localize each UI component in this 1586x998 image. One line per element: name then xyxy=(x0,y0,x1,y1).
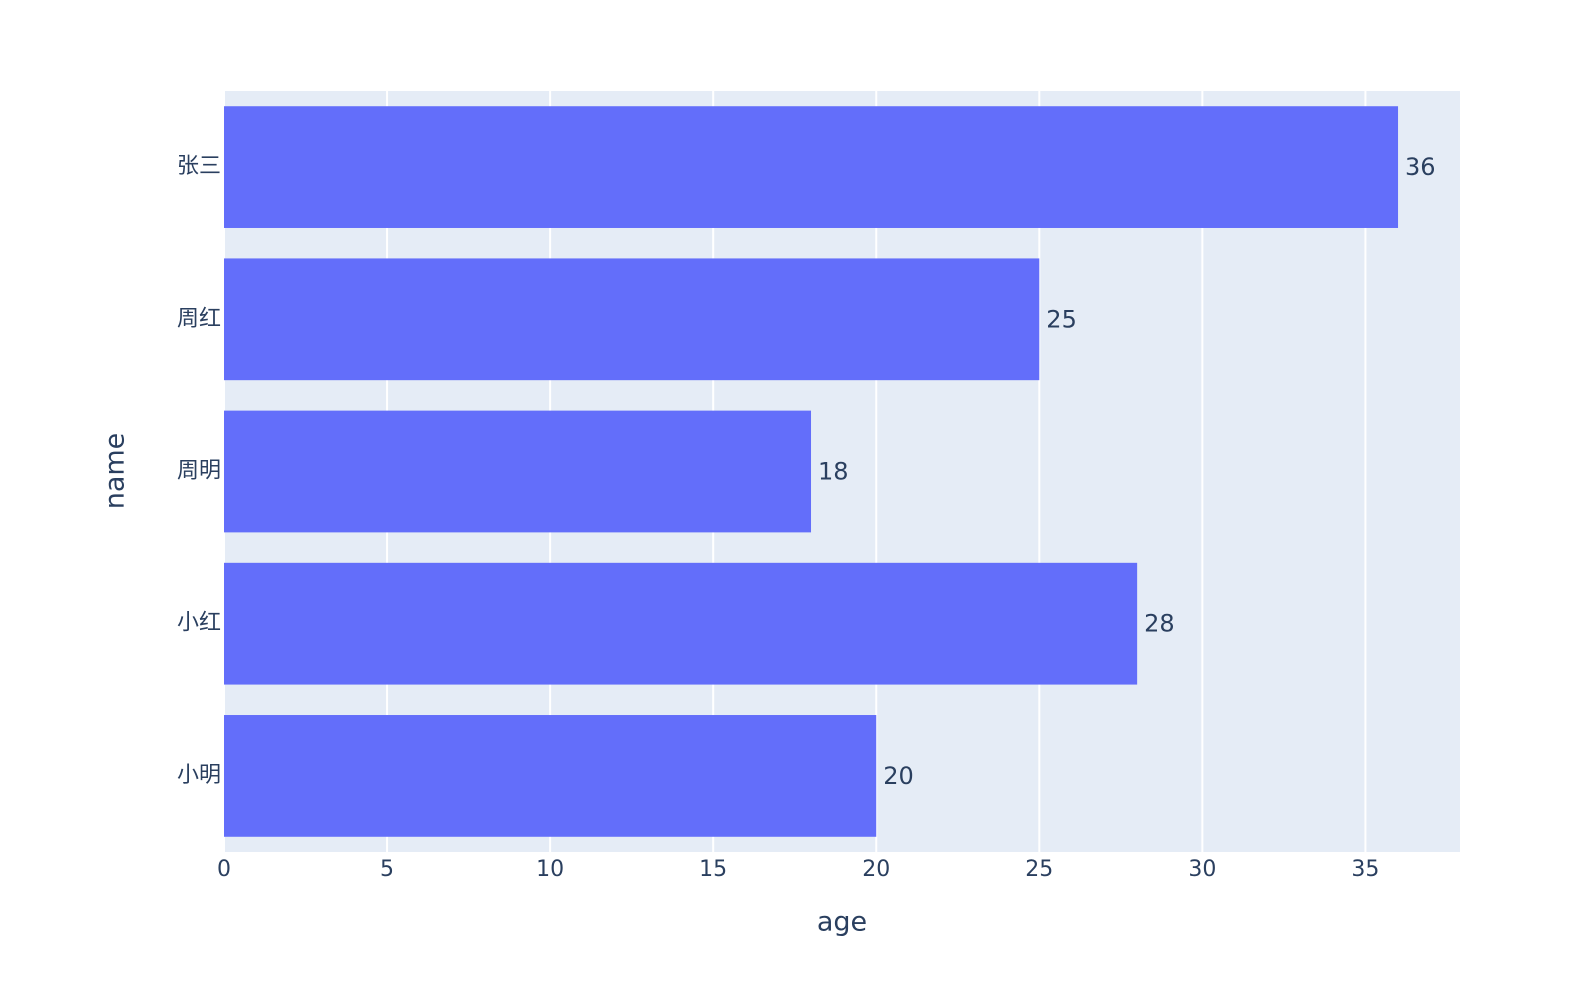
y-tick-label: 周红 xyxy=(177,306,221,331)
y-tick-label: 周明 xyxy=(177,459,221,484)
y-tick-label: 小明 xyxy=(177,763,221,788)
value-label: 25 xyxy=(1046,305,1077,333)
x-tick-label: 15 xyxy=(699,857,727,882)
value-label: 20 xyxy=(883,762,914,790)
value-label: 28 xyxy=(1144,610,1175,638)
x-tick-label: 35 xyxy=(1351,857,1379,882)
bar xyxy=(224,715,877,837)
x-tick-label: 30 xyxy=(1188,857,1216,882)
bar xyxy=(224,258,1040,381)
marks: 20 28 18 25 36 xyxy=(224,106,1436,837)
bar xyxy=(224,562,1138,685)
x-axis-title: age xyxy=(817,907,867,938)
x-tick-label: 0 xyxy=(217,857,231,882)
value-label: 36 xyxy=(1405,153,1436,181)
x-tick-label: 25 xyxy=(1025,857,1053,882)
value-label: 18 xyxy=(818,458,849,486)
x-tick-label: 10 xyxy=(536,857,564,882)
y-axis-title: name xyxy=(100,433,131,510)
x-tick-label: 20 xyxy=(862,857,890,882)
y-tick-label: 张三 xyxy=(177,154,221,179)
y-tick-label: 小红 xyxy=(177,611,221,636)
x-tick-label: 5 xyxy=(380,857,394,882)
bar xyxy=(224,410,812,533)
bar xyxy=(224,106,1399,228)
